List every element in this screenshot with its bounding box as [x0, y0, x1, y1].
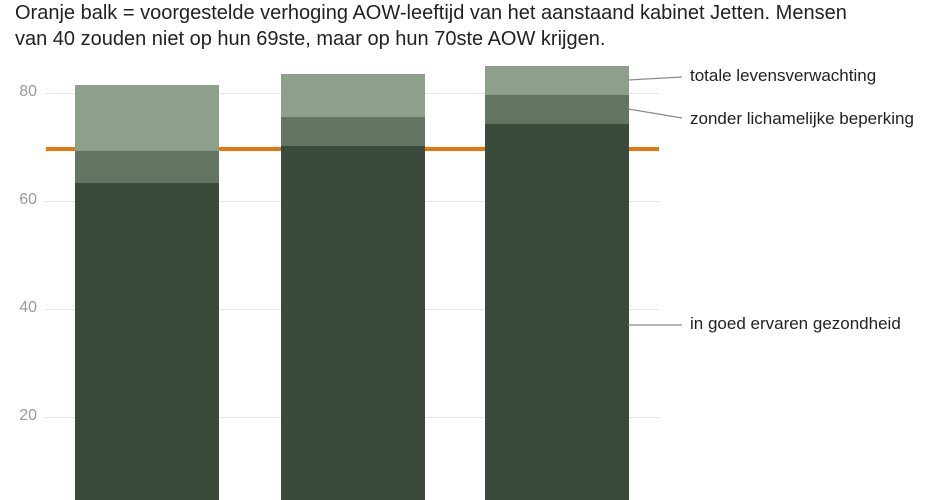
bar: [75, 0, 219, 500]
annotation-good-health: in goed ervaren gezondheid: [690, 314, 901, 333]
subtitle-line-2: van 40 zouden niet op hun 69ste, maar op…: [15, 28, 606, 50]
annotation-total: totale levensverwachting: [690, 66, 877, 85]
annotation-no-disability: zonder lichamelijke beperking: [690, 109, 914, 128]
bar: [485, 0, 629, 500]
bar-segment-good-health: [485, 124, 629, 500]
bar-segment-good-health: [75, 183, 219, 500]
subtitle-line-1: Oranje balk = voorgestelde verhoging AOW…: [15, 2, 847, 24]
y-tick-label: 60: [19, 191, 37, 208]
y-tick-label: 80: [19, 83, 37, 100]
bar: [281, 0, 425, 500]
bar-segment-good-health: [281, 146, 425, 500]
y-tick-label: 40: [19, 299, 37, 316]
y-tick-label: 20: [19, 407, 37, 424]
chart-subtitle: Oranje balk = voorgestelde verhoging AOW…: [15, 0, 945, 52]
